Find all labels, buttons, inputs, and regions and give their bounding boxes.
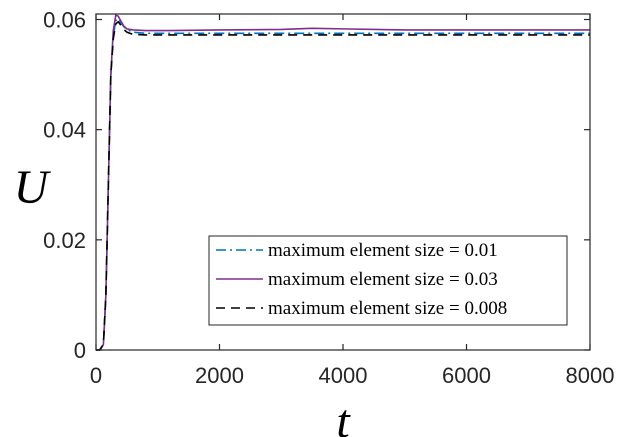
legend-box	[208, 235, 568, 326]
x-tick-label: 6000	[442, 363, 491, 388]
x-tick-label: 4000	[319, 363, 368, 388]
x-tick-label: 2000	[195, 363, 244, 388]
legend-label-3: maximum element size = 0.008	[268, 298, 507, 319]
x-tick-label: 0	[90, 363, 102, 388]
y-tick-label: 0.06	[43, 8, 86, 33]
x-axis-label: t	[336, 395, 351, 437]
y-tick-label: 0.02	[43, 228, 86, 253]
series-layer	[96, 14, 590, 351]
legend-label-1: maximum element size = 0.01	[268, 240, 498, 261]
legend-label-2: maximum element size = 0.03	[268, 269, 498, 290]
series-line-3	[96, 20, 590, 351]
y-tick-label: 0	[74, 338, 86, 363]
series-line-1	[96, 17, 590, 351]
x-tick-label: 8000	[566, 363, 615, 388]
series-line-2	[96, 14, 590, 351]
y-tick-label: 0.04	[43, 118, 86, 143]
legend: maximum element size = 0.01 maximum eleme…	[208, 235, 568, 326]
y-axis-label: U	[14, 161, 52, 214]
ticks-layer: 0 2000 4000 6000 8000 0 0.02 0.04 0.06	[43, 8, 614, 388]
plot-area: 0 2000 4000 6000 8000 0 0.02 0.04 0.06	[43, 8, 614, 388]
legend-items: maximum element size = 0.01 maximum eleme…	[216, 240, 507, 319]
